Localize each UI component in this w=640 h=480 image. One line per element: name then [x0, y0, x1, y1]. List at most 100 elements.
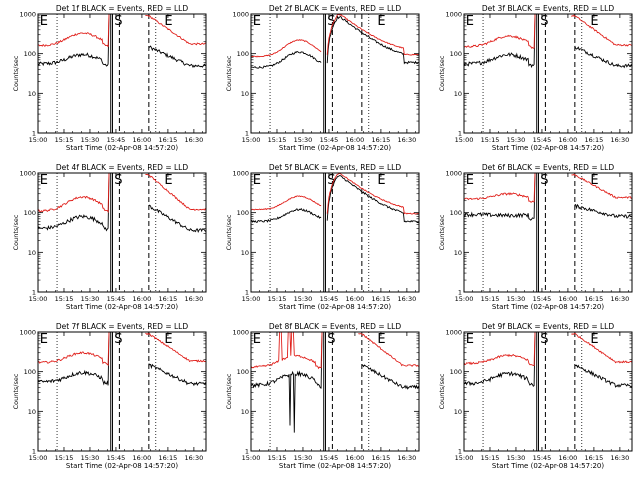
series-red-line — [38, 332, 206, 367]
panel-title: Det 5f BLACK = Events, RED = LLD — [269, 163, 402, 172]
series-red-line — [38, 14, 206, 48]
plot-frame — [250, 172, 420, 293]
y-axis-label: Counts/sec — [12, 373, 20, 409]
marker-label: E — [466, 173, 474, 188]
marker-label: S — [114, 173, 122, 188]
plot-frame — [463, 13, 633, 134]
series-black-line — [464, 14, 632, 69]
x-axis-label: Start Time (02-Apr-08 14:57:20) — [66, 303, 178, 311]
series-black-line — [464, 173, 632, 221]
x-tick-label: 15:00 — [455, 295, 474, 303]
y-axis-label: Counts/sec — [438, 373, 446, 409]
marker-label: S — [327, 14, 335, 29]
x-tick-label: 15:00 — [455, 454, 474, 462]
x-tick-label: 16:30 — [185, 295, 204, 303]
marker-label: S — [327, 332, 335, 347]
x-tick-label: 15:30 — [81, 136, 100, 144]
x-tick-label: 16:30 — [611, 454, 630, 462]
x-tick-label: 15:15 — [268, 295, 287, 303]
marker-label: E — [253, 173, 261, 188]
x-tick-label: 15:30 — [294, 295, 313, 303]
x-tick-label: 16:15 — [159, 295, 178, 303]
marker-label: S — [540, 332, 548, 347]
y-axis-label: Counts/sec — [438, 214, 446, 250]
x-tick-label: 16:30 — [611, 136, 630, 144]
y-tick-label: 10 — [454, 408, 462, 416]
x-axis-label: Start Time (02-Apr-08 14:57:20) — [66, 144, 178, 152]
x-tick-label: 15:15 — [55, 136, 74, 144]
x-tick-label: 15:00 — [29, 454, 48, 462]
y-tick-label: 10 — [241, 408, 249, 416]
marker-label: E — [466, 332, 474, 347]
x-tick-label: 16:15 — [372, 136, 391, 144]
y-tick-label: 1000 — [445, 329, 462, 337]
x-tick-label: 16:15 — [372, 295, 391, 303]
marker-label: E — [377, 332, 385, 347]
x-tick-label: 16:30 — [398, 454, 417, 462]
plot-frame — [37, 172, 207, 293]
series-red-line — [464, 332, 632, 367]
y-tick-label: 1 — [458, 289, 462, 297]
y-tick-label: 1000 — [232, 170, 249, 178]
x-tick-label: 15:45 — [107, 454, 126, 462]
y-tick-label: 1 — [245, 289, 249, 297]
y-tick-label: 1 — [245, 130, 249, 138]
x-tick-label: 16:00 — [559, 295, 578, 303]
y-tick-label: 1 — [32, 289, 36, 297]
x-tick-label: 15:30 — [81, 295, 100, 303]
y-tick-label: 1 — [32, 130, 36, 138]
y-axis-label: Counts/sec — [225, 214, 233, 250]
y-tick-label: 1000 — [232, 329, 249, 337]
x-axis-label: Start Time (02-Apr-08 14:57:20) — [66, 462, 178, 470]
x-tick-label: 16:15 — [372, 454, 391, 462]
y-tick-label: 100 — [237, 368, 249, 376]
panel-title: Det 4f BLACK = Events, RED = LLD — [56, 163, 189, 172]
y-tick-label: 1000 — [19, 170, 36, 178]
x-tick-label: 15:30 — [294, 454, 313, 462]
x-tick-label: 15:45 — [533, 136, 552, 144]
plot-frame — [250, 331, 420, 452]
x-tick-label: 15:15 — [268, 136, 287, 144]
marker-label: E — [590, 173, 598, 188]
x-tick-label: 15:00 — [242, 136, 261, 144]
x-tick-label: 16:00 — [346, 454, 365, 462]
y-tick-label: 100 — [450, 50, 462, 58]
x-axis-label: Start Time (02-Apr-08 14:57:20) — [279, 462, 391, 470]
x-tick-label: 16:30 — [185, 136, 204, 144]
x-tick-label: 15:15 — [55, 295, 74, 303]
panel-title: Det 7f BLACK = Events, RED = LLD — [56, 322, 189, 331]
x-tick-label: 16:00 — [133, 136, 152, 144]
plot-frame — [250, 13, 420, 134]
x-tick-label: 15:15 — [481, 295, 500, 303]
y-tick-label: 1000 — [445, 11, 462, 19]
marker-label: S — [114, 14, 122, 29]
y-tick-label: 1000 — [445, 170, 462, 178]
x-tick-label: 16:00 — [346, 136, 365, 144]
x-tick-label: 15:45 — [320, 295, 339, 303]
x-tick-label: 16:30 — [398, 136, 417, 144]
x-tick-label: 16:00 — [133, 295, 152, 303]
y-tick-label: 1000 — [19, 11, 36, 19]
marker-label: E — [40, 173, 48, 188]
marker-label: S — [114, 332, 122, 347]
panel-title: Det 6f BLACK = Events, RED = LLD — [482, 163, 615, 172]
y-axis-label: Counts/sec — [438, 55, 446, 91]
series-black-line — [38, 173, 206, 233]
x-tick-label: 16:00 — [559, 454, 578, 462]
series-black-line — [38, 332, 206, 387]
y-tick-label: 100 — [450, 368, 462, 376]
marker-label: E — [164, 332, 172, 347]
x-tick-label: 15:45 — [533, 295, 552, 303]
y-tick-label: 10 — [28, 249, 36, 257]
x-tick-label: 16:00 — [133, 454, 152, 462]
y-tick-label: 1000 — [19, 329, 36, 337]
x-tick-label: 16:15 — [159, 136, 178, 144]
x-tick-label: 16:15 — [585, 136, 604, 144]
series-black-line — [251, 332, 419, 433]
panel-title: Det 3f BLACK = Events, RED = LLD — [482, 4, 615, 13]
series-black-line — [251, 15, 419, 69]
